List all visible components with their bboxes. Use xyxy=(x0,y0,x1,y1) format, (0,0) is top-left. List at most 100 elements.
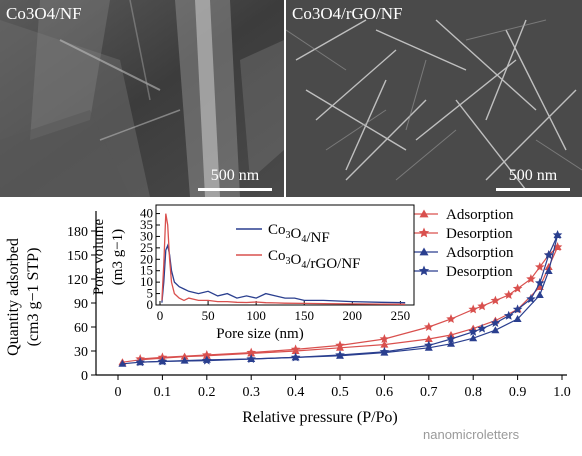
series-line xyxy=(140,246,559,360)
data-point-triangle xyxy=(447,339,455,347)
inset-y-tick-label: 10 xyxy=(140,274,153,289)
sem-texture-left xyxy=(0,0,284,197)
data-point-star xyxy=(552,230,563,239)
data-point-star xyxy=(526,294,536,303)
inset-y-tick-label: 20 xyxy=(140,251,153,266)
legend-label: Adsorption xyxy=(446,245,514,261)
x-tick-label: 0.9 xyxy=(509,385,527,400)
data-point-star xyxy=(490,318,501,327)
data-point-star xyxy=(379,334,390,343)
inset-x-tick-label: 0 xyxy=(157,308,164,323)
isotherm-chart: 0 0.1 0.2 0.3 0.4 0.5 0.6 0.7 0.8 0.9 1.0 0 30 60 90 12… xyxy=(5,204,571,426)
data-point-triangle xyxy=(491,326,500,334)
x-tick-label: 0.7 xyxy=(420,385,438,400)
sem-texture-right xyxy=(286,0,582,197)
data-point-star xyxy=(543,250,554,259)
data-point-star xyxy=(379,346,390,356)
scale-label-left: 500 nm xyxy=(210,167,260,184)
inset-y-tick-label: 40 xyxy=(140,206,153,221)
inset-y-tick-label: 5 xyxy=(147,286,154,301)
x-tick-label: 0.3 xyxy=(242,385,260,400)
sem-label-right: Co3O4/rGO/NF xyxy=(292,4,403,23)
data-point-triangle xyxy=(469,334,478,342)
y-tick-label: 150 xyxy=(67,249,88,264)
legend-marker-triangle xyxy=(419,209,429,218)
scale-bar-line-left xyxy=(198,188,272,191)
x-tick-label: 1.0 xyxy=(553,385,571,400)
data-point-triangle xyxy=(544,263,553,270)
scale-label-right: 500 nm xyxy=(508,167,558,184)
data-point-star xyxy=(512,304,523,314)
inset-y-axis-title-line1: Pore volume xyxy=(91,219,107,296)
data-point-star xyxy=(504,290,514,299)
y-tick-label: 0 xyxy=(81,369,88,384)
x-tick-label: 0.5 xyxy=(331,385,349,400)
data-point-star xyxy=(202,350,212,359)
y-tick-label: 30 xyxy=(74,345,88,360)
inset-x-tick-label: 200 xyxy=(343,308,363,323)
x-tick-label: 0.1 xyxy=(154,385,172,400)
inset-x-axis-title: Pore size (nm) xyxy=(216,326,303,342)
data-point-star xyxy=(246,347,256,357)
data-point-triangle xyxy=(180,356,189,364)
legend-marker-star xyxy=(418,265,430,276)
inset-legend-label: Co3O4/NF xyxy=(268,222,330,246)
data-point-star xyxy=(424,340,434,350)
data-point-star xyxy=(335,340,345,350)
x-tick-label: 0.8 xyxy=(464,385,482,400)
y-tick-label: 180 xyxy=(67,225,88,240)
inset-series-line xyxy=(161,213,406,305)
sem-label-left: Co3O4/NF xyxy=(6,4,82,23)
data-point-star xyxy=(446,314,456,323)
scale-bar-right: 500 nm xyxy=(496,167,570,191)
data-point-star xyxy=(535,262,545,271)
inset-y-tick-label: 15 xyxy=(140,263,153,278)
data-point-star xyxy=(468,326,478,336)
scale-bar-left: 500 nm xyxy=(198,167,272,191)
data-point-triangle xyxy=(118,359,127,367)
data-point-star xyxy=(477,301,487,311)
inset-x-tick-label: 250 xyxy=(391,308,411,323)
legend-marker-triangle xyxy=(419,247,429,256)
inset-y-axis-title-line2: (m3 g−1) xyxy=(110,229,126,285)
y-axis-title-line1: Quantity adsorbed xyxy=(5,238,22,356)
inset-y-tick-label: 30 xyxy=(140,228,153,243)
data-point-triangle xyxy=(380,340,389,348)
data-point-triangle xyxy=(424,335,433,342)
legend-marker-star xyxy=(418,227,430,238)
data-point-star xyxy=(290,352,301,362)
data-point-star xyxy=(552,242,563,251)
data-point-star xyxy=(424,322,434,331)
legend-label: Desorption xyxy=(446,264,513,280)
y-tick-label: 120 xyxy=(67,273,88,288)
legend-label: Adsorption xyxy=(446,207,514,223)
data-point-star xyxy=(135,357,145,367)
inset-x-tick-label: 100 xyxy=(246,308,266,323)
inset-frame xyxy=(155,204,415,306)
data-point-star xyxy=(504,310,514,320)
inset-x-tick-label: 50 xyxy=(202,308,215,323)
x-tick-label: 0.4 xyxy=(287,385,305,400)
inset-y-tick-label: 25 xyxy=(140,240,153,255)
data-point-star xyxy=(535,278,545,287)
data-point-star xyxy=(157,356,168,366)
data-point-star xyxy=(468,304,478,314)
inset-legend-label: Co3O4/rGO/NF xyxy=(268,248,361,272)
y-tick-label: 90 xyxy=(74,297,88,312)
data-point-triangle xyxy=(544,267,553,274)
sem-image-co3o4-nf: Co3O4/NF 500 nm xyxy=(0,0,284,197)
x-tick-label: 0.2 xyxy=(198,385,216,400)
data-point-star xyxy=(446,334,456,343)
scale-bar-line-right xyxy=(496,188,570,191)
data-point-star xyxy=(477,323,487,333)
data-point-star xyxy=(246,354,256,363)
x-tick-label: 0 xyxy=(115,385,122,400)
inset-y-tick-label: 35 xyxy=(140,217,153,232)
data-point-triangle xyxy=(513,315,522,322)
watermark: nanomicroletters xyxy=(420,426,523,443)
sem-image-co3o4-rgo-nf: Co3O4/rGO/NF 500 nm xyxy=(286,0,582,197)
series-line xyxy=(140,234,559,363)
data-point-star xyxy=(290,344,301,354)
x-tick-label: 0.6 xyxy=(376,385,394,400)
data-point-triangle xyxy=(535,291,544,298)
